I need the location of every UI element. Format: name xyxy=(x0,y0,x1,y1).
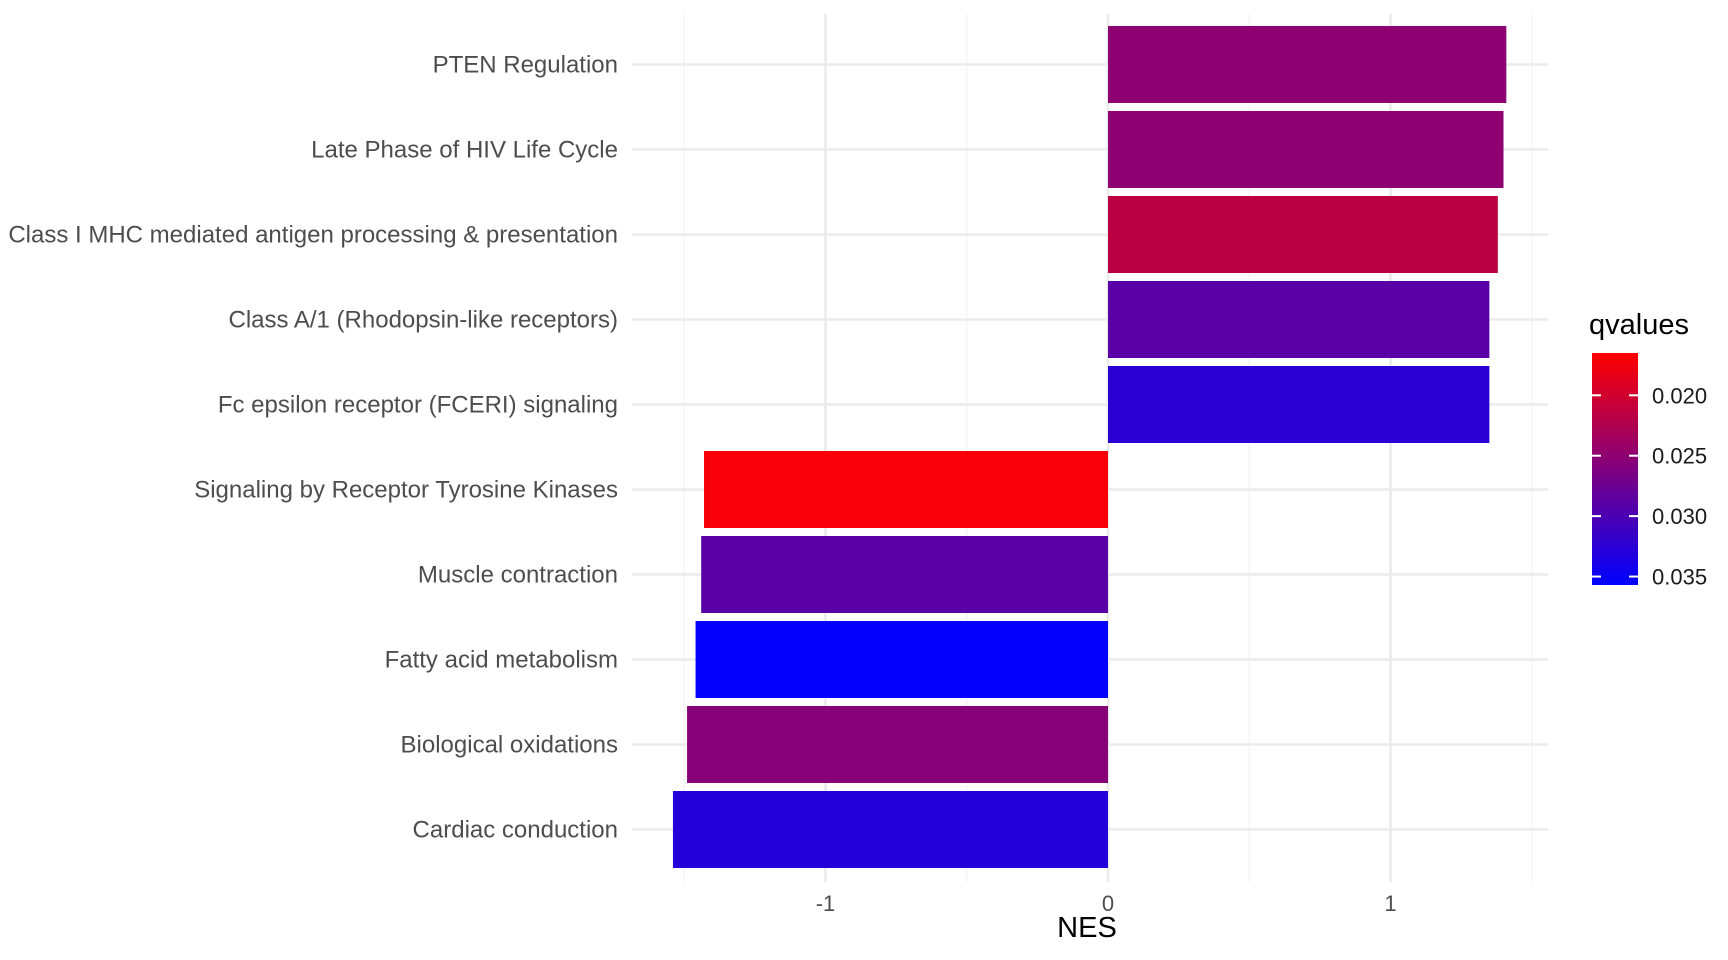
bar xyxy=(1108,26,1507,103)
legend-break-label: 0.025 xyxy=(1652,444,1707,469)
legend-title: qvalues xyxy=(1589,309,1689,341)
category-labels: PTEN Regulation Late Phase of HIV Life Cy… xyxy=(8,52,618,844)
category-label: Biological oxidations xyxy=(401,732,618,759)
category-label: Cardiac conduction xyxy=(413,817,618,844)
bar xyxy=(701,536,1108,613)
qvalues-legend: qvalues 0.020 0.025 0.030 0.035 xyxy=(1589,309,1707,590)
bar xyxy=(704,451,1108,528)
x-tick-label: 1 xyxy=(1384,891,1396,916)
x-axis-title: NES xyxy=(1057,912,1117,944)
legend-break-label: 0.020 xyxy=(1652,383,1707,408)
category-label: PTEN Regulation xyxy=(433,52,618,79)
bar xyxy=(1108,111,1504,188)
category-label: Late Phase of HIV Life Cycle xyxy=(311,137,618,164)
category-label: Fatty acid metabolism xyxy=(385,647,618,674)
category-label: Class A/1 (Rhodopsin-like receptors) xyxy=(229,307,619,334)
x-tick-label: 0 xyxy=(1102,891,1114,916)
category-label: Signaling by Receptor Tyrosine Kinases xyxy=(194,477,618,504)
legend-break-label: 0.030 xyxy=(1652,504,1707,529)
legend-break-label: 0.035 xyxy=(1652,565,1707,590)
bar xyxy=(695,621,1108,698)
bar xyxy=(687,706,1108,783)
bar xyxy=(672,791,1108,868)
x-axis-ticks: -1 0 1 xyxy=(816,891,1397,916)
category-label: Fc epsilon receptor (FCERI) signaling xyxy=(218,392,618,419)
bar xyxy=(1108,196,1498,273)
legend-ticks: 0.020 0.025 0.030 0.035 xyxy=(1592,383,1707,590)
legend-colorbar xyxy=(1592,353,1638,585)
bars xyxy=(672,26,1507,868)
bar xyxy=(1108,366,1490,443)
category-label: Muscle contraction xyxy=(418,562,618,589)
category-label: Class I MHC mediated antigen processing … xyxy=(8,222,618,249)
bar xyxy=(1108,281,1490,358)
x-tick-label: -1 xyxy=(816,891,836,916)
